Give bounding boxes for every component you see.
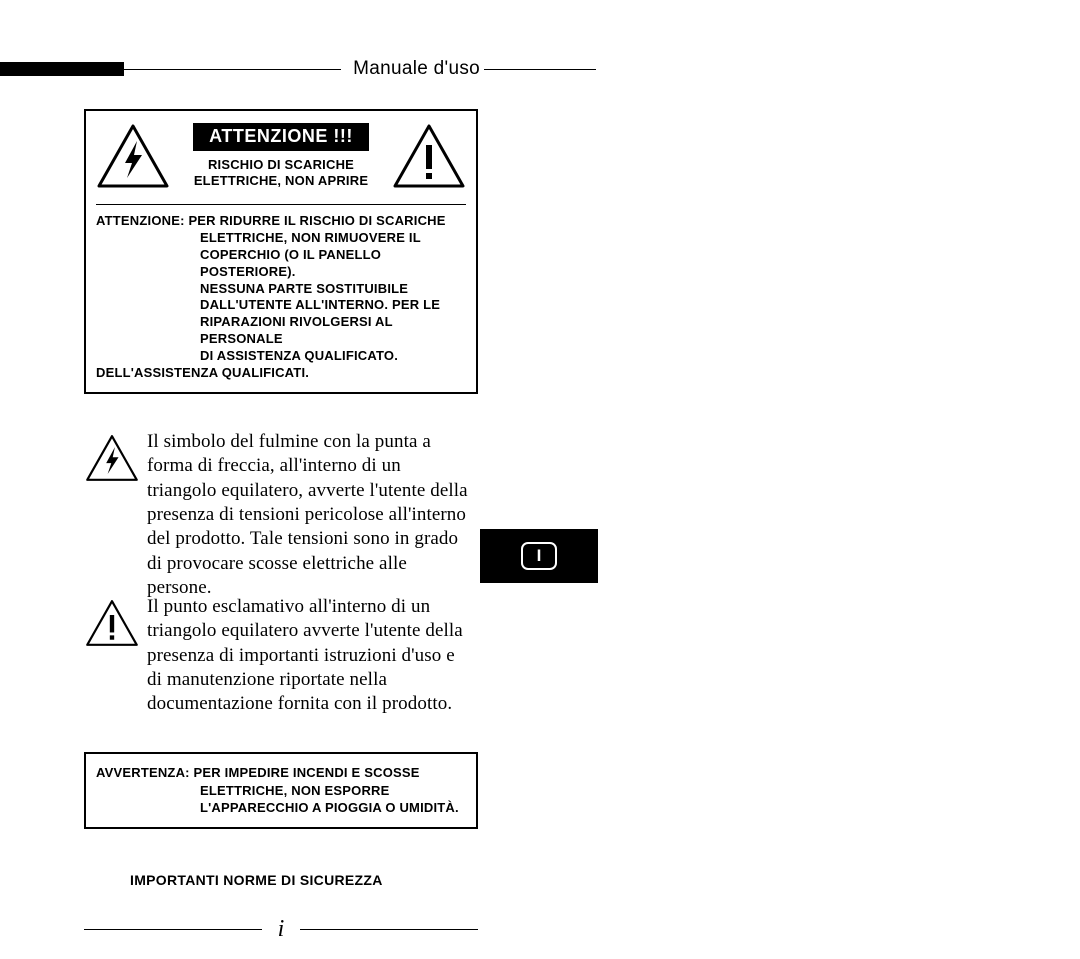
attention-badge: ATTENZIONE !!!: [193, 123, 369, 151]
attention-body-lead: ATTENZIONE:: [96, 213, 185, 228]
language-tab: I: [480, 529, 598, 583]
exclaim-explanation-row: Il punto esclamativo all'interno di un t…: [85, 595, 470, 717]
attention-body-l1: PER RIDURRE IL RISCHIO DI SCARICHE: [188, 213, 445, 228]
header-title: Manuale d'uso: [353, 58, 480, 80]
important-safety-heading: IMPORTANTI NORME DI SICUREZZA: [130, 872, 383, 888]
exclaim-explanation-text: Il punto esclamativo all'interno di un t…: [147, 595, 470, 717]
attention-body-l2: ELETTRICHE, NON RIMUOVERE IL: [96, 230, 466, 247]
header-row: Manuale d'uso: [0, 58, 596, 80]
language-tab-label: I: [521, 542, 557, 570]
avvertenza-box: AVVERTENZA: PER IMPEDIRE INCENDI E SCOSS…: [84, 752, 478, 829]
attention-body-last: DELL'ASSISTENZA QUALIFICATI.: [96, 365, 466, 382]
attention-body-l6: RIPARAZIONI RIVOLGERSI AL PERSONALE: [96, 314, 466, 348]
lightning-triangle-small-icon: [85, 430, 147, 487]
avvertenza-l1: PER IMPEDIRE INCENDI E SCOSSE: [194, 765, 420, 780]
attention-center: ATTENZIONE !!! RISCHIO DI SCARICHE ELETT…: [170, 123, 392, 190]
avvertenza-body: AVVERTENZA: PER IMPEDIRE INCENDI E SCOSS…: [96, 764, 466, 817]
attention-top-row: ATTENZIONE !!! RISCHIO DI SCARICHE ELETT…: [96, 123, 466, 194]
attention-body: ATTENZIONE: PER RIDURRE IL RISCHIO DI SC…: [96, 213, 466, 382]
page-marker: i: [262, 916, 301, 943]
lightning-explanation-row: Il simbolo del fulmine con la punta a fo…: [85, 430, 470, 600]
lightning-explanation-text: Il simbolo del fulmine con la punta a fo…: [147, 430, 470, 600]
attention-box: ATTENZIONE !!! RISCHIO DI SCARICHE ELETT…: [84, 109, 478, 394]
attention-sub-line1: RISCHIO DI SCARICHE: [208, 157, 354, 172]
header-rule-left: [124, 69, 341, 70]
attention-sub: RISCHIO DI SCARICHE ELETTRICHE, NON APRI…: [176, 157, 386, 190]
exclaim-triangle-small-icon: [85, 595, 147, 652]
header-rule-right: [484, 69, 596, 70]
attention-body-l4: NESSUNA PARTE SOSTITUIBILE: [96, 281, 466, 298]
exclaim-triangle-icon: [392, 123, 466, 194]
lightning-triangle-icon: [96, 123, 170, 194]
attention-body-l5: DALL'UTENTE ALL'INTERNO. PER LE: [96, 297, 466, 314]
avvertenza-l2: ELETTRICHE, NON ESPORRE: [96, 782, 466, 800]
attention-body-l7: DI ASSISTENZA QUALIFICATO.: [96, 348, 466, 365]
attention-sub-line2: ELETTRICHE, NON APRIRE: [194, 173, 368, 188]
footer-row: i: [84, 916, 478, 943]
footer-rule-right: [300, 929, 478, 930]
avvertenza-l3: L'APPARECCHIO A PIOGGIA O UMIDITÀ.: [96, 799, 466, 817]
footer-rule-left: [84, 929, 262, 930]
attention-body-l3: COPERCHIO (O IL PANELLO POSTERIORE).: [96, 247, 466, 281]
avvertenza-lead: AVVERTENZA:: [96, 765, 190, 780]
header-black-bar: [0, 62, 124, 76]
page: Manuale d'uso ATTENZIONE !!! RISCHIO DI …: [0, 0, 1080, 959]
attention-divider: [96, 204, 466, 205]
